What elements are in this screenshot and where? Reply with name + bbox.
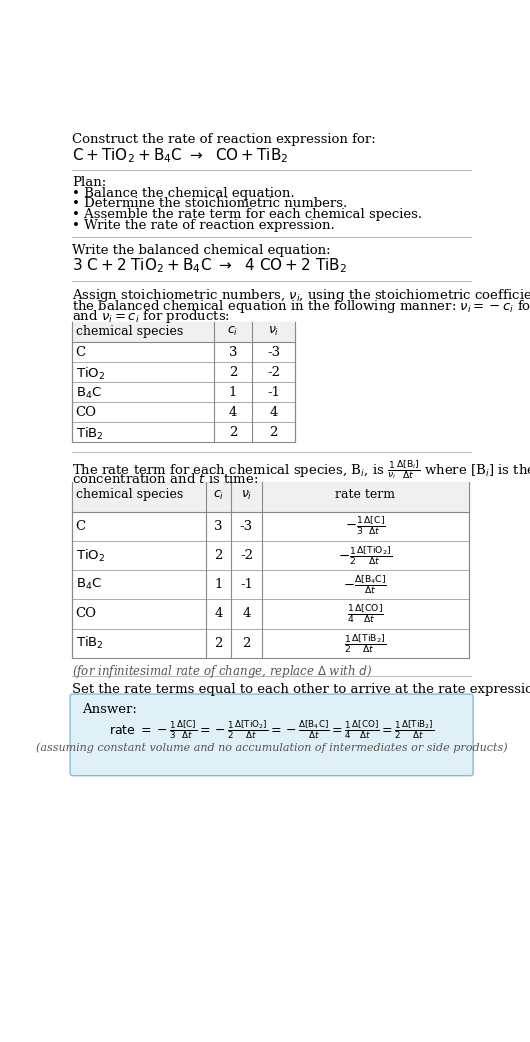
Text: 4: 4 bbox=[269, 406, 278, 419]
Text: $\mathrm{TiB_2}$: $\mathrm{TiB_2}$ bbox=[76, 636, 103, 651]
Text: 2: 2 bbox=[214, 637, 223, 650]
Text: chemical species: chemical species bbox=[76, 325, 183, 339]
Bar bbox=[73, 482, 469, 658]
Text: • Determine the stoichiometric numbers.: • Determine the stoichiometric numbers. bbox=[73, 197, 348, 210]
Text: Construct the rate of reaction expression for:: Construct the rate of reaction expressio… bbox=[73, 132, 376, 146]
Text: $\frac{1}{4}\frac{\Delta[\mathrm{CO}]}{\Delta t}$: $\frac{1}{4}\frac{\Delta[\mathrm{CO}]}{\… bbox=[347, 603, 384, 625]
Text: Assign stoichiometric numbers, $\nu_i$, using the stoichiometric coefficients, $: Assign stoichiometric numbers, $\nu_i$, … bbox=[73, 287, 530, 303]
Text: $\mathrm{TiO_2}$: $\mathrm{TiO_2}$ bbox=[76, 547, 105, 564]
Text: (for infinitesimal rate of change, replace $\Delta$ with $d$): (for infinitesimal rate of change, repla… bbox=[73, 663, 373, 679]
Text: 3: 3 bbox=[214, 520, 223, 532]
Bar bbox=[73, 482, 469, 512]
Text: C: C bbox=[76, 520, 86, 532]
Text: $\mathrm{TiO_2}$: $\mathrm{TiO_2}$ bbox=[76, 366, 105, 382]
Text: Answer:: Answer: bbox=[82, 702, 137, 716]
Text: 2: 2 bbox=[228, 366, 237, 379]
Text: rate $= -\frac{1}{3}\frac{\Delta[\mathrm{C}]}{\Delta t} = -\frac{1}{2}\frac{\Del: rate $= -\frac{1}{3}\frac{\Delta[\mathrm… bbox=[109, 718, 434, 741]
Text: Plan:: Plan: bbox=[73, 176, 107, 189]
Text: 2: 2 bbox=[242, 637, 251, 650]
Bar bbox=[73, 322, 295, 342]
Text: 2: 2 bbox=[269, 426, 278, 439]
Text: rate term: rate term bbox=[335, 489, 395, 501]
Text: $-\frac{1}{2}\frac{\Delta[\mathrm{TiO_2}]}{\Delta t}$: $-\frac{1}{2}\frac{\Delta[\mathrm{TiO_2}… bbox=[338, 544, 393, 567]
Text: 4: 4 bbox=[228, 406, 237, 419]
Text: 1: 1 bbox=[214, 578, 223, 591]
Text: -3: -3 bbox=[240, 520, 253, 532]
Text: 2: 2 bbox=[214, 549, 223, 562]
Text: $\nu_i$: $\nu_i$ bbox=[268, 325, 279, 339]
Text: C: C bbox=[76, 346, 86, 359]
Text: chemical species: chemical species bbox=[76, 489, 183, 501]
Text: • Write the rate of reaction expression.: • Write the rate of reaction expression. bbox=[73, 219, 335, 232]
Text: Set the rate terms equal to each other to arrive at the rate expression:: Set the rate terms equal to each other t… bbox=[73, 683, 530, 695]
Text: $\mathrm{C + TiO_2 + B_4C \ \rightarrow \ \ CO + TiB_2}$: $\mathrm{C + TiO_2 + B_4C \ \rightarrow … bbox=[73, 147, 289, 166]
Text: $-\frac{1}{3}\frac{\Delta[\mathrm{C}]}{\Delta t}$: $-\frac{1}{3}\frac{\Delta[\mathrm{C}]}{\… bbox=[345, 515, 386, 538]
Text: -2: -2 bbox=[240, 549, 253, 562]
Text: $\mathrm{3\ C + 2\ TiO_2 + B_4C \ \rightarrow \ \ 4\ CO + 2\ TiB_2}$: $\mathrm{3\ C + 2\ TiO_2 + B_4C \ \right… bbox=[73, 256, 347, 275]
Text: CO: CO bbox=[76, 406, 96, 419]
Text: $c_i$: $c_i$ bbox=[213, 489, 224, 501]
Text: • Balance the chemical equation.: • Balance the chemical equation. bbox=[73, 187, 295, 200]
Text: The rate term for each chemical species, B$_i$, is $\frac{1}{\nu_i}\frac{\Delta[: The rate term for each chemical species,… bbox=[73, 457, 530, 480]
Bar bbox=[73, 322, 295, 442]
Text: (assuming constant volume and no accumulation of intermediates or side products): (assuming constant volume and no accumul… bbox=[36, 743, 507, 753]
Text: • Assemble the rate term for each chemical species.: • Assemble the rate term for each chemic… bbox=[73, 208, 422, 221]
Text: 3: 3 bbox=[228, 346, 237, 359]
Text: 1: 1 bbox=[228, 387, 237, 399]
Text: and $\nu_i = c_i$ for products:: and $\nu_i = c_i$ for products: bbox=[73, 308, 231, 325]
Text: 2: 2 bbox=[228, 426, 237, 439]
Text: concentration and $t$ is time:: concentration and $t$ is time: bbox=[73, 472, 259, 486]
Text: $c_i$: $c_i$ bbox=[227, 325, 238, 339]
Text: 4: 4 bbox=[214, 607, 223, 620]
Text: 4: 4 bbox=[242, 607, 251, 620]
Text: -1: -1 bbox=[267, 387, 280, 399]
Text: the balanced chemical equation in the following manner: $\nu_i = -c_i$ for react: the balanced chemical equation in the fo… bbox=[73, 298, 530, 315]
FancyBboxPatch shape bbox=[70, 694, 473, 775]
Text: $\mathrm{B_4C}$: $\mathrm{B_4C}$ bbox=[76, 577, 102, 592]
Text: $\mathrm{TiB_2}$: $\mathrm{TiB_2}$ bbox=[76, 426, 103, 442]
Text: $-\frac{\Delta[\mathrm{B_4C}]}{\Delta t}$: $-\frac{\Delta[\mathrm{B_4C}]}{\Delta t}… bbox=[343, 573, 387, 596]
Text: CO: CO bbox=[76, 607, 96, 620]
Text: Write the balanced chemical equation:: Write the balanced chemical equation: bbox=[73, 244, 331, 256]
Text: $\mathrm{B_4C}$: $\mathrm{B_4C}$ bbox=[76, 387, 102, 401]
Text: -1: -1 bbox=[240, 578, 253, 591]
Text: $\frac{1}{2}\frac{\Delta[\mathrm{TiB_2}]}{\Delta t}$: $\frac{1}{2}\frac{\Delta[\mathrm{TiB_2}]… bbox=[344, 631, 386, 654]
Text: $\nu_i$: $\nu_i$ bbox=[241, 489, 252, 501]
Text: -3: -3 bbox=[267, 346, 280, 359]
Text: -2: -2 bbox=[267, 366, 280, 379]
